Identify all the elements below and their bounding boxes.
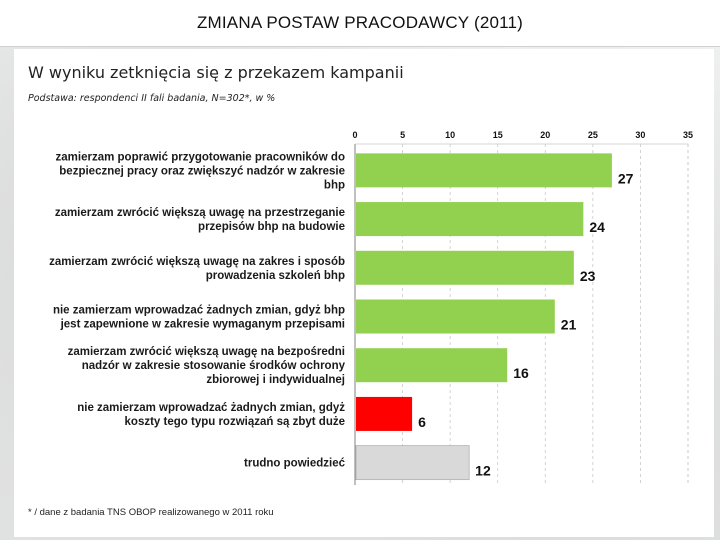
category-label: jest zapewnione w zakresie wymaganym prz… — [60, 319, 345, 331]
data-label: 6 — [418, 414, 426, 430]
x-tick-label: 35 — [683, 130, 693, 140]
category-label: nie zamierzam wprowadzać żadnych zmian, … — [53, 305, 345, 317]
bar — [355, 445, 470, 481]
category-label: zbiorowej i indywidualnej — [206, 374, 345, 386]
category-label: zamierzam zwrócić większą uwagę na zakre… — [49, 256, 345, 268]
bar — [356, 202, 584, 237]
category-label: nie zamierzam wprowadzać żadnych zmian, … — [77, 402, 345, 414]
sample-basis: Podstawa: respondenci II fali badania, N… — [28, 93, 276, 104]
bar — [356, 299, 555, 334]
bar — [356, 250, 574, 285]
category-label: zamierzam poprawić przygotowanie pracown… — [56, 151, 345, 163]
category-label: nadzór w zakresie stosowanie środków och… — [82, 360, 346, 372]
bar — [356, 153, 612, 188]
data-label: 16 — [513, 365, 529, 381]
category-label: przepisów bhp na budowie — [198, 221, 345, 233]
category-label: prowadzenia szkoleń bhp — [206, 270, 345, 282]
data-label: 21 — [561, 317, 577, 333]
category-label: trudno powiedzieć — [244, 458, 346, 470]
category-label: koszty tego typu rozwiązań są zbyt duże — [125, 416, 345, 428]
x-tick-label: 10 — [445, 130, 455, 140]
x-tick-label: 0 — [352, 130, 357, 140]
bar — [356, 348, 508, 383]
slide-title: ZMIANA POSTAW PRACODAWCY (2011) — [0, 0, 720, 47]
data-label: 12 — [475, 463, 491, 479]
chart-subtitle: W wyniku zetknięcia się z przekazem kamp… — [28, 63, 404, 82]
data-label: 27 — [618, 170, 634, 186]
x-tick-label: 25 — [588, 130, 598, 140]
bar — [356, 396, 413, 431]
category-label: zamierzam zwrócić większą uwagę na bezpo… — [68, 346, 345, 358]
data-label: 23 — [580, 268, 596, 284]
footnote: * / dane z badania TNS OBOP realizowaneg… — [28, 507, 274, 518]
data-label: 24 — [589, 219, 605, 235]
x-tick-label: 20 — [540, 130, 550, 140]
x-tick-label: 15 — [493, 130, 503, 140]
x-tick-label: 30 — [635, 130, 645, 140]
category-label: zamierzam zwrócić większą uwagę na przes… — [55, 207, 345, 219]
category-label: bezpiecznej pracy oraz zwiększyć nadzór … — [59, 165, 345, 177]
x-tick-label: 5 — [400, 130, 405, 140]
category-label: bhp — [324, 179, 345, 191]
